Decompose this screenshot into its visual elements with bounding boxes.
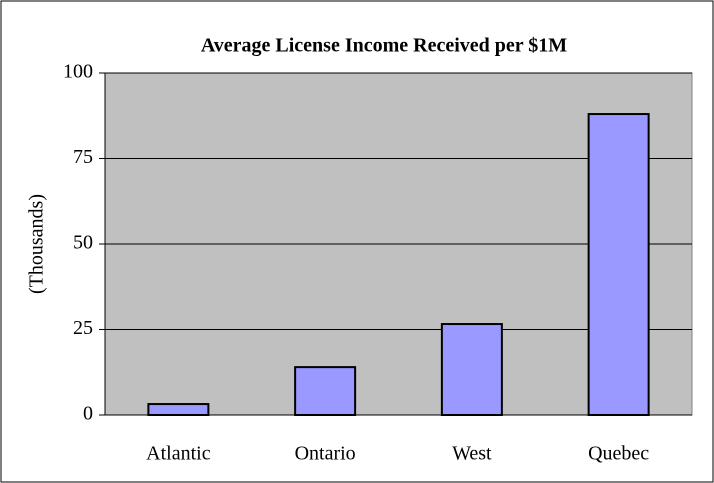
bar xyxy=(440,323,503,417)
bar xyxy=(294,366,357,416)
y-tick-label: 0 xyxy=(83,403,93,425)
y-tick-label: 75 xyxy=(73,146,93,168)
bar xyxy=(587,113,650,416)
x-tick-label: Quebec xyxy=(588,443,649,465)
chart-title: Average License Income Received per $1M xyxy=(201,35,567,57)
x-tick-label: Ontario xyxy=(295,443,356,465)
x-tick-label: Atlantic xyxy=(146,443,211,465)
y-tick-label: 25 xyxy=(73,317,93,339)
y-tick-label: 50 xyxy=(73,232,93,254)
x-tick-label: West xyxy=(452,443,492,465)
bar xyxy=(147,403,210,416)
y-axis-label: (Thousands) xyxy=(26,194,48,294)
y-tick-label: 100 xyxy=(63,61,93,83)
